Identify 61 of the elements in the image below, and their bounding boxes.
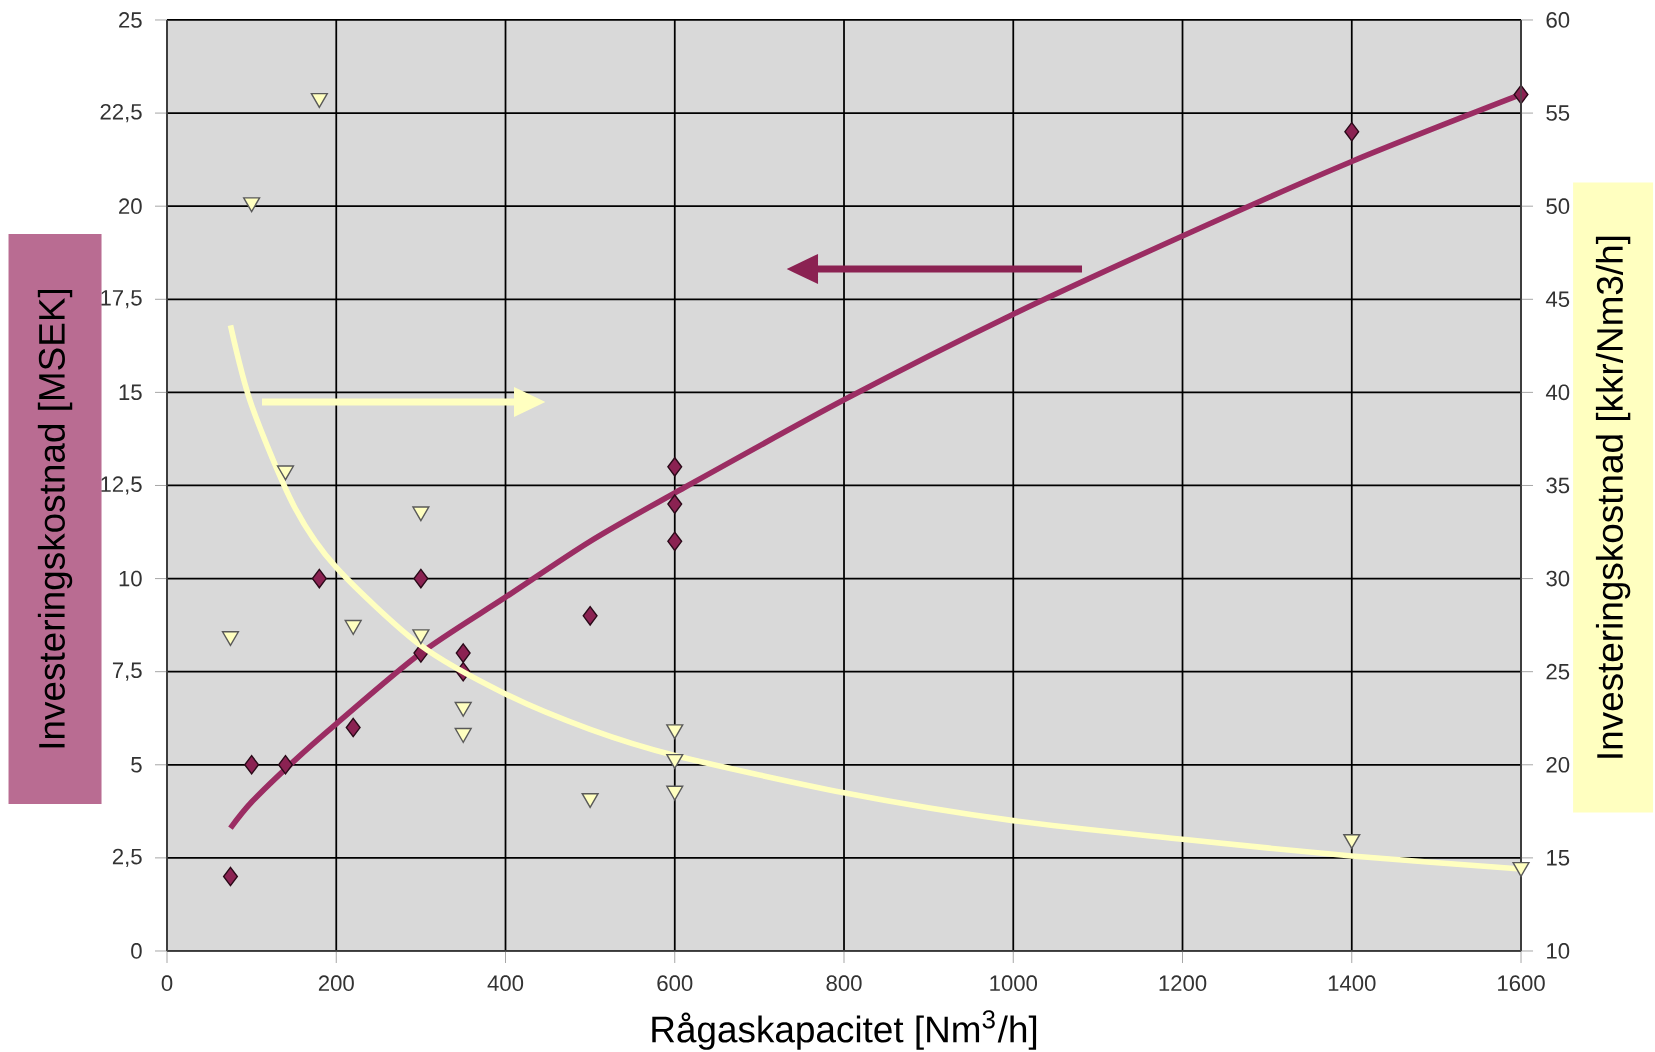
x-tick-label: 400 [487, 975, 524, 992]
point [667, 494, 683, 514]
point [454, 701, 472, 717]
y2-tick-label: 20 [1546, 756, 1570, 773]
point [666, 785, 684, 801]
y-tick-label: 20 [119, 198, 142, 215]
point [454, 727, 472, 743]
point [666, 724, 684, 740]
x-tick-label: 1400 [1328, 975, 1376, 992]
y2-tick-label: 25 [1546, 663, 1570, 680]
y2-axis-title: Investeringskostnad [kkr/Nm3/h] [1595, 236, 1631, 758]
point [222, 866, 239, 887]
y-tick-label: 17,5 [101, 290, 142, 309]
point [344, 619, 362, 635]
y2-tick-label: 50 [1546, 198, 1570, 215]
y2-tick-label: 35 [1546, 477, 1570, 494]
y-axis-title: Investeringskostnad [MSEK] [37, 289, 73, 748]
point [412, 629, 430, 645]
point [311, 568, 327, 589]
point [277, 754, 294, 775]
y-tick-label: 12,5 [101, 476, 142, 495]
y2-tick-label: 60 [1546, 12, 1570, 28]
point [667, 531, 683, 552]
point [666, 753, 684, 770]
point [221, 631, 240, 647]
x-tick-label: 200 [318, 975, 354, 992]
y2-tick-label: 10 [1547, 943, 1570, 959]
y-tick-label: 25 [119, 12, 142, 28]
point [244, 754, 260, 775]
point [345, 717, 361, 738]
y2-tick-label: 45 [1545, 291, 1570, 308]
point [581, 793, 599, 809]
y2-tick-label: 30 [1546, 570, 1570, 587]
y-tick-label: 15 [119, 384, 142, 401]
y-tick-label: 0 [131, 943, 142, 959]
x-tick-label: 1200 [1159, 975, 1207, 992]
x-tick-label: 0 [161, 975, 173, 992]
x-tick-label: 1000 [990, 975, 1038, 992]
point [243, 197, 261, 213]
x-tick-label: 1600 [1498, 975, 1545, 992]
point [1512, 861, 1530, 878]
point [1344, 121, 1360, 142]
point [276, 465, 295, 481]
y2-tick-label: 40 [1545, 384, 1570, 401]
y-tick-label: 7,5 [112, 662, 142, 681]
y2-tick-label: 15 [1547, 850, 1570, 866]
y-tick-label: 22,5 [100, 103, 142, 123]
x-axis-title: Rågaskapacitet [Nm$^{3}$/h] [652, 1010, 1037, 1050]
point [667, 457, 683, 477]
y-tick-label: 2,5 [112, 848, 142, 868]
x-tick-label: 600 [657, 975, 693, 992]
point [413, 568, 429, 589]
point [582, 605, 598, 626]
y2-tick-label: 55 [1546, 105, 1570, 121]
y-tick-label: 10 [119, 570, 142, 587]
point [310, 92, 328, 109]
x-tick-label: 800 [826, 975, 862, 992]
point [1343, 833, 1361, 850]
y-tick-label: 5 [131, 757, 142, 773]
point [412, 506, 430, 522]
point [455, 643, 471, 663]
